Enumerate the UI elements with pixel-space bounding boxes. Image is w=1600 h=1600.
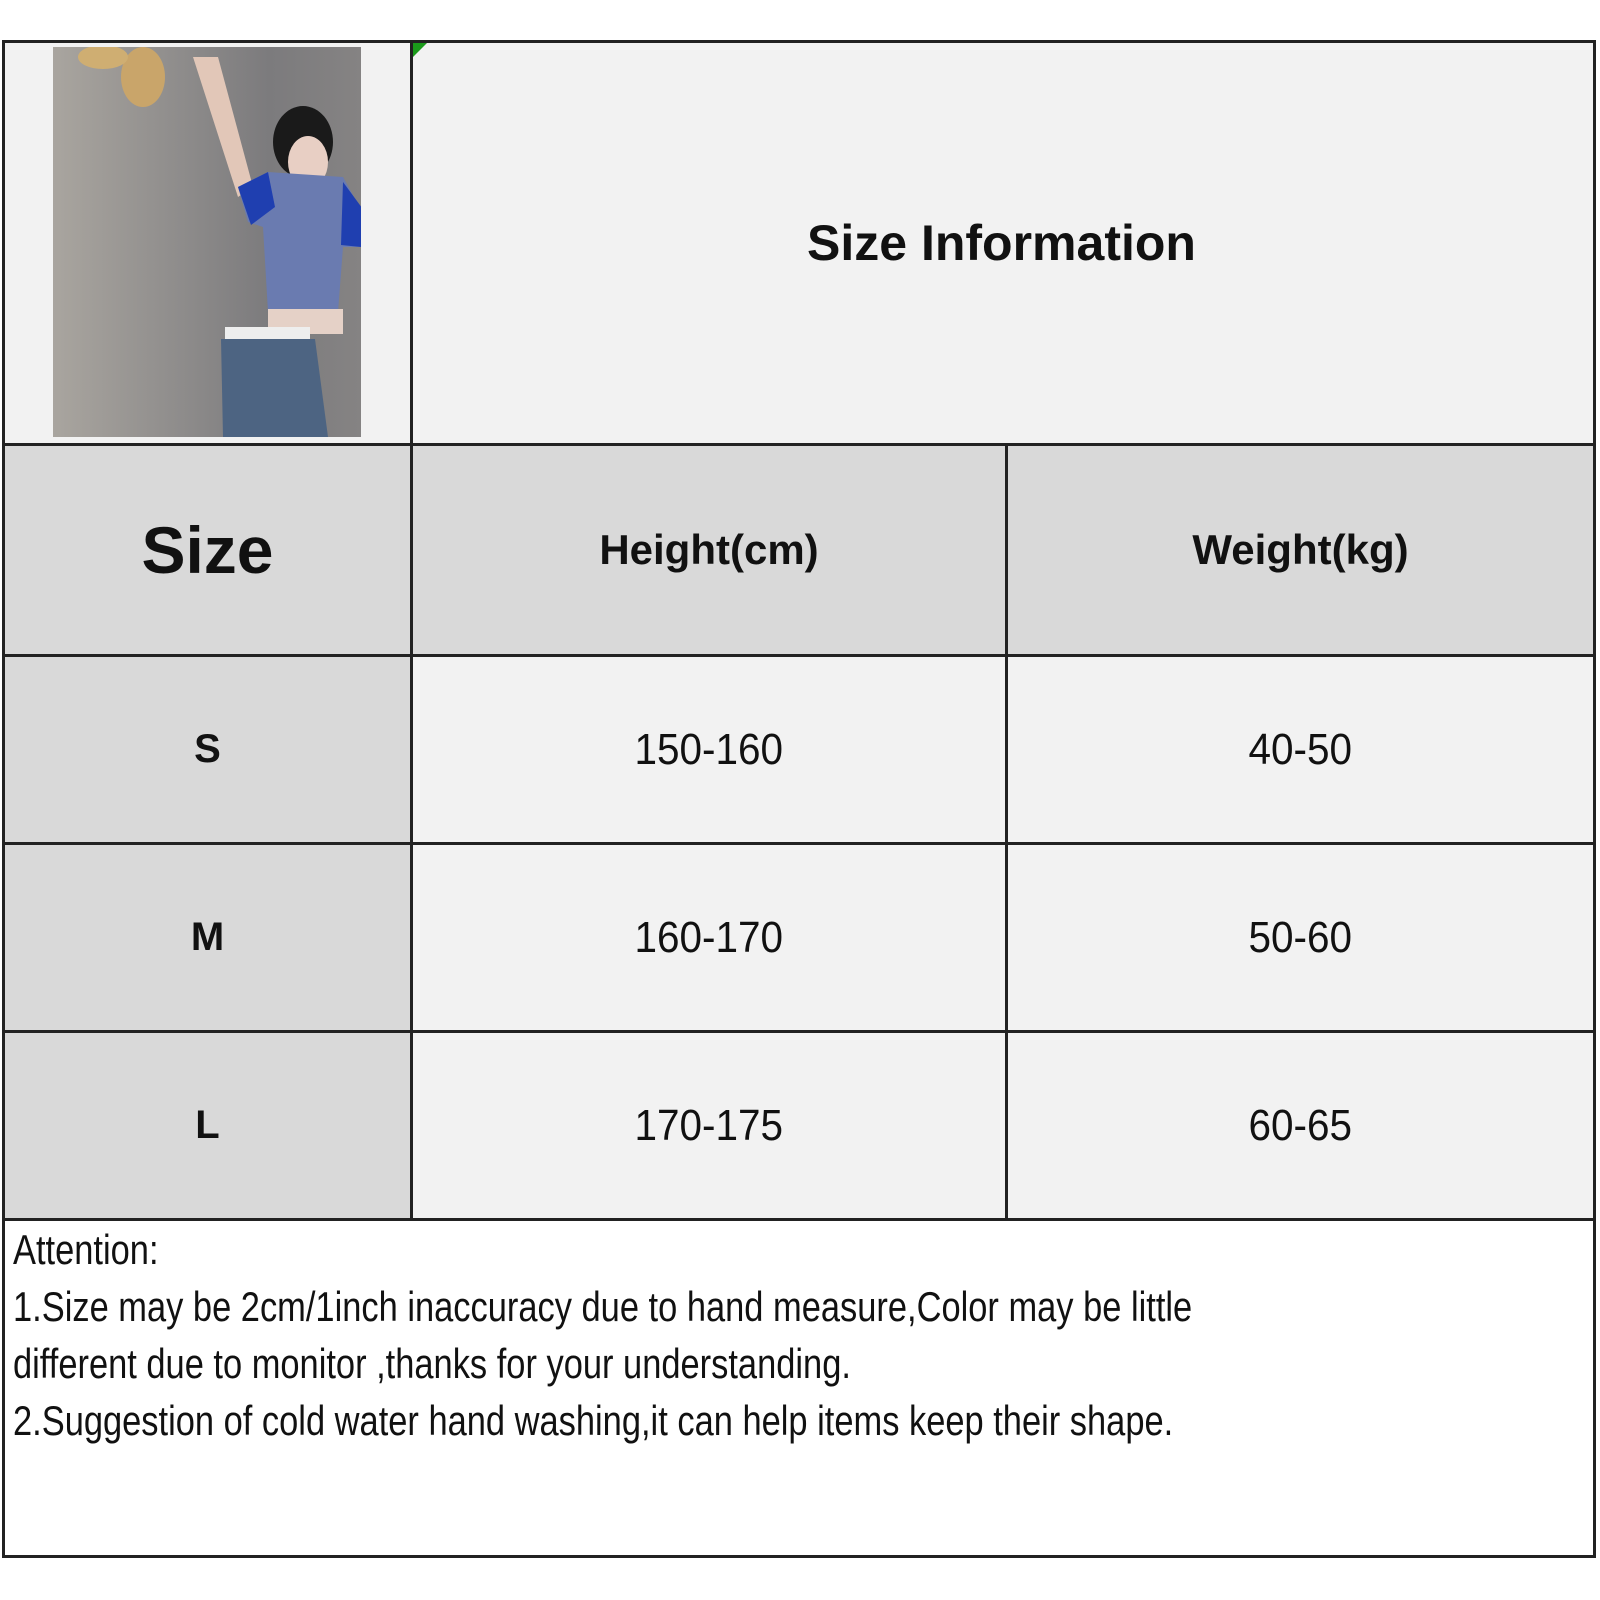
header-size: Size bbox=[5, 446, 410, 654]
divider bbox=[5, 842, 1593, 845]
height-value: 170-175 bbox=[634, 1100, 784, 1150]
divider bbox=[410, 43, 413, 1218]
height-value: 150-160 bbox=[634, 724, 784, 774]
jeans bbox=[221, 339, 328, 437]
header-height: Height(cm) bbox=[413, 446, 1005, 654]
table-row-s-size: S bbox=[5, 657, 410, 842]
page-title: Size Information bbox=[807, 215, 1196, 271]
raised-arm bbox=[193, 57, 253, 197]
teddy-bear-arm bbox=[78, 47, 128, 69]
size-label: S bbox=[194, 727, 221, 771]
table-row-l-size: L bbox=[5, 1033, 410, 1218]
divider bbox=[5, 1030, 1593, 1033]
table-row-s-height: 150-160 bbox=[413, 657, 1005, 842]
title-cell: Size Information bbox=[410, 43, 1593, 443]
table-row-s-weight: 40-50 bbox=[1008, 657, 1593, 842]
table-row-m-height: 160-170 bbox=[413, 845, 1005, 1030]
header-weight-label: Weight(kg) bbox=[1192, 526, 1409, 573]
size-label: L bbox=[195, 1103, 220, 1147]
teddy-bear bbox=[121, 47, 165, 107]
product-photo bbox=[53, 47, 361, 437]
table-row-l-height: 170-175 bbox=[413, 1033, 1005, 1218]
note-line: 2.Suggestion of cold water hand washing,… bbox=[13, 1397, 1174, 1444]
divider bbox=[1005, 443, 1008, 1218]
sleeve-right bbox=[341, 182, 361, 247]
weight-value: 40-50 bbox=[1248, 724, 1353, 774]
size-label: M bbox=[190, 915, 225, 959]
weight-value: 60-65 bbox=[1248, 1100, 1353, 1150]
belt bbox=[225, 327, 310, 341]
note-line: 1.Size may be 2cm/1inch inaccuracy due t… bbox=[13, 1283, 1193, 1330]
table-row-m-size: M bbox=[5, 845, 410, 1030]
notes-heading: Attention: bbox=[13, 1226, 159, 1273]
model-image bbox=[78, 47, 361, 437]
attention-notes: Attention: 1.Size may be 2cm/1inch inacc… bbox=[13, 1221, 1489, 1449]
sleeve-left bbox=[238, 172, 275, 225]
divider bbox=[5, 443, 1593, 446]
divider bbox=[5, 654, 1593, 657]
divider bbox=[5, 1218, 1593, 1221]
table-row-l-weight: 60-65 bbox=[1008, 1033, 1593, 1218]
note-line: different due to monitor ,thanks for you… bbox=[13, 1340, 851, 1387]
product-photo-cell bbox=[5, 43, 410, 443]
header-weight: Weight(kg) bbox=[1008, 446, 1593, 654]
table-row-m-weight: 50-60 bbox=[1008, 845, 1593, 1030]
height-value: 160-170 bbox=[634, 912, 784, 962]
cell-marker-icon bbox=[413, 43, 427, 57]
header-size-label: Size bbox=[141, 513, 274, 587]
weight-value: 50-60 bbox=[1248, 912, 1353, 962]
size-chart-table: Size Information Size Height(cm) Weight(… bbox=[2, 40, 1596, 1558]
header-height-label: Height(cm) bbox=[599, 526, 819, 573]
